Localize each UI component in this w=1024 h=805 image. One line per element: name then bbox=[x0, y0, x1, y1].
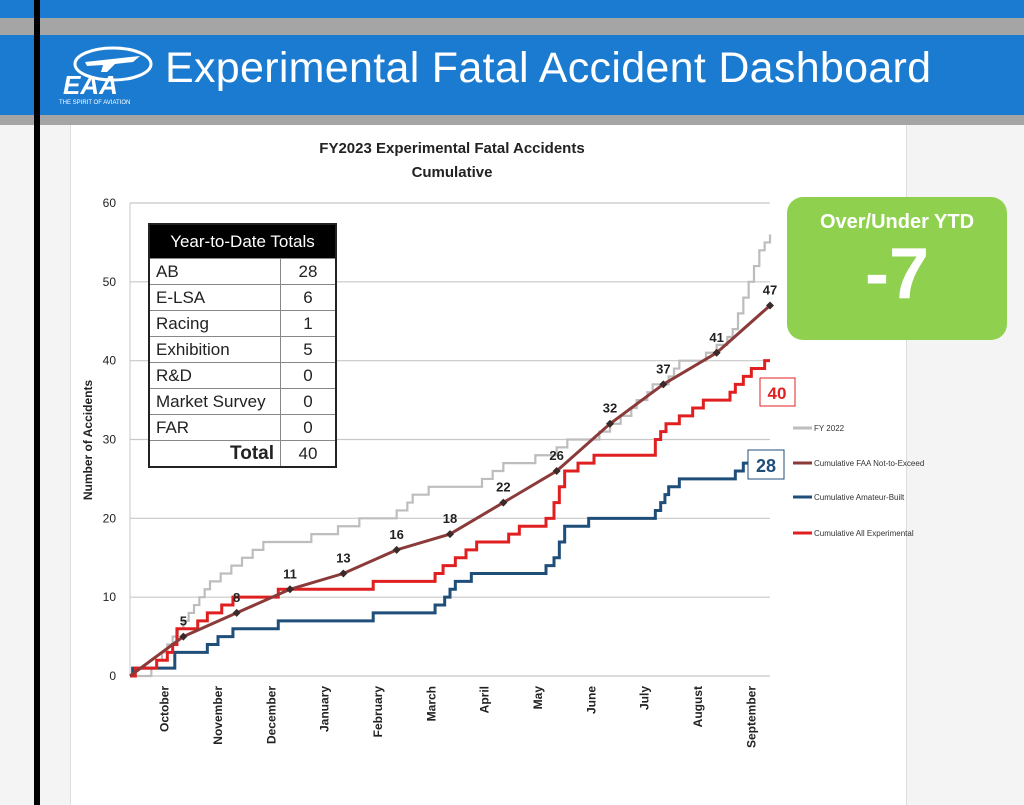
x-tick-label: September bbox=[744, 686, 758, 748]
x-tick-label: June bbox=[584, 686, 598, 714]
legend-label: Cumulative FAA Not-to-Exceed bbox=[814, 459, 924, 468]
ytd-row-label: Market Survey bbox=[148, 388, 281, 415]
faa-data-point bbox=[446, 530, 454, 539]
series-line-cumulative-amateur-built bbox=[130, 453, 770, 678]
series-line-cumulative-all-experimental bbox=[130, 359, 770, 678]
ytd-row-label: R&D bbox=[148, 362, 281, 389]
ytd-row: R&D 0 bbox=[148, 362, 337, 389]
y-axis-label: Number of Accidents bbox=[81, 380, 95, 501]
faa-data-point bbox=[712, 348, 721, 357]
x-tick-label: March bbox=[424, 686, 438, 721]
x-tick-label: August bbox=[691, 686, 705, 727]
svg-text:EAA: EAA bbox=[63, 70, 118, 100]
ytd-row: Exhibition 5 bbox=[148, 336, 337, 363]
faa-data-point bbox=[179, 632, 188, 641]
x-tick-label: April bbox=[478, 686, 492, 713]
ytd-total-label: Total bbox=[148, 440, 281, 468]
faa-data-label: 32 bbox=[603, 401, 617, 416]
x-tick-label: January bbox=[318, 686, 332, 732]
faa-data-label: 5 bbox=[180, 614, 187, 629]
ytd-row: E-LSA 6 bbox=[148, 284, 337, 311]
ytd-row-label: FAR bbox=[148, 414, 281, 441]
amateur-built-total-box bbox=[747, 449, 785, 480]
ytd-row-value: 0 bbox=[280, 362, 337, 389]
y-tick-label: 30 bbox=[103, 433, 117, 447]
x-tick-label: July bbox=[638, 686, 652, 710]
faa-data-point bbox=[499, 498, 508, 507]
y-tick-label: 50 bbox=[103, 275, 117, 289]
ytd-row-value: 1 bbox=[280, 310, 337, 337]
ytd-table-title: Year-to-Date Totals bbox=[149, 224, 336, 259]
legend-label: FY 2022 bbox=[814, 424, 845, 433]
ytd-row-label: E-LSA bbox=[148, 284, 281, 311]
ytd-row: AB 28 bbox=[148, 258, 337, 285]
top-blue-band bbox=[0, 0, 1024, 18]
faa-data-point bbox=[606, 419, 614, 428]
header-gray-band bbox=[0, 115, 1024, 125]
ytd-total-value: 40 bbox=[280, 440, 337, 468]
all-experimental-total-box bbox=[759, 377, 796, 407]
ytd-row: Racing 1 bbox=[148, 310, 337, 337]
legend-label: Cumulative All Experimental bbox=[814, 529, 914, 538]
y-tick-label: 40 bbox=[103, 354, 117, 368]
ytd-row-label: AB bbox=[148, 258, 281, 285]
legend-label: Cumulative Amateur-Built bbox=[814, 493, 905, 502]
chart-title: FY2023 Experimental Fatal Accidents bbox=[319, 140, 584, 157]
faa-data-label: 13 bbox=[336, 551, 350, 566]
ytd-row-value: 28 bbox=[280, 258, 337, 285]
ytd-row-value: 6 bbox=[280, 284, 337, 311]
y-tick-label: 0 bbox=[109, 669, 116, 683]
faa-data-label: 18 bbox=[443, 511, 457, 526]
x-tick-label: February bbox=[371, 686, 385, 738]
page-title: Experimental Fatal Accident Dashboard bbox=[165, 44, 932, 92]
faa-data-label: 47 bbox=[763, 282, 777, 297]
y-tick-label: 20 bbox=[103, 511, 117, 525]
ytd-row-value: 0 bbox=[280, 414, 337, 441]
x-tick-label: December bbox=[264, 686, 278, 744]
faa-data-point bbox=[659, 380, 668, 389]
faa-data-label: 16 bbox=[389, 527, 403, 542]
faa-data-label: 22 bbox=[496, 480, 510, 495]
faa-data-point bbox=[392, 545, 401, 554]
ytd-totals-table: Year-to-Date Totals AB 28 E-LSA 6 Racing 1 Exh… bbox=[148, 223, 337, 468]
faa-data-point bbox=[339, 569, 348, 578]
ytd-row: Market Survey 0 bbox=[148, 388, 337, 415]
over-under-value: -7 bbox=[864, 234, 930, 314]
ytd-row-value: 0 bbox=[280, 388, 337, 415]
faa-data-label: 41 bbox=[709, 330, 723, 345]
ytd-row: FAR 0 bbox=[148, 414, 337, 441]
over-under-label: Over/Under YTD bbox=[819, 211, 975, 233]
faa-data-label: 11 bbox=[283, 566, 297, 581]
faa-data-point bbox=[766, 301, 774, 310]
ytd-row-value: 5 bbox=[280, 336, 337, 363]
x-tick-label: May bbox=[531, 686, 545, 710]
y-tick-label: 60 bbox=[103, 196, 117, 210]
over-under-ytd-card: Over/Under YTD -7 bbox=[787, 197, 1007, 340]
faa-data-point bbox=[286, 585, 294, 594]
left-divider bbox=[34, 0, 40, 805]
faa-data-label: 26 bbox=[549, 448, 563, 463]
amateur-built-total: 28 bbox=[756, 456, 776, 476]
x-tick-label: October bbox=[158, 686, 172, 732]
eaa-logo: EAA THE SPIRIT OF AVIATION bbox=[59, 46, 153, 106]
all-experimental-total: 40 bbox=[768, 384, 787, 403]
faa-data-label: 37 bbox=[656, 361, 670, 376]
faa-data-label: 8 bbox=[233, 590, 240, 605]
header-bar bbox=[0, 35, 1024, 115]
top-gray-band bbox=[0, 18, 1024, 35]
y-tick-label: 10 bbox=[103, 590, 117, 604]
svg-text:THE SPIRIT OF AVIATION: THE SPIRIT OF AVIATION bbox=[59, 100, 130, 106]
ytd-row-label: Racing bbox=[148, 310, 281, 337]
ytd-row-label: Exhibition bbox=[148, 336, 281, 363]
faa-data-point bbox=[232, 608, 241, 617]
x-tick-label: November bbox=[211, 686, 225, 745]
chart-subtitle: Cumulative bbox=[412, 164, 493, 181]
faa-data-point bbox=[552, 467, 561, 476]
